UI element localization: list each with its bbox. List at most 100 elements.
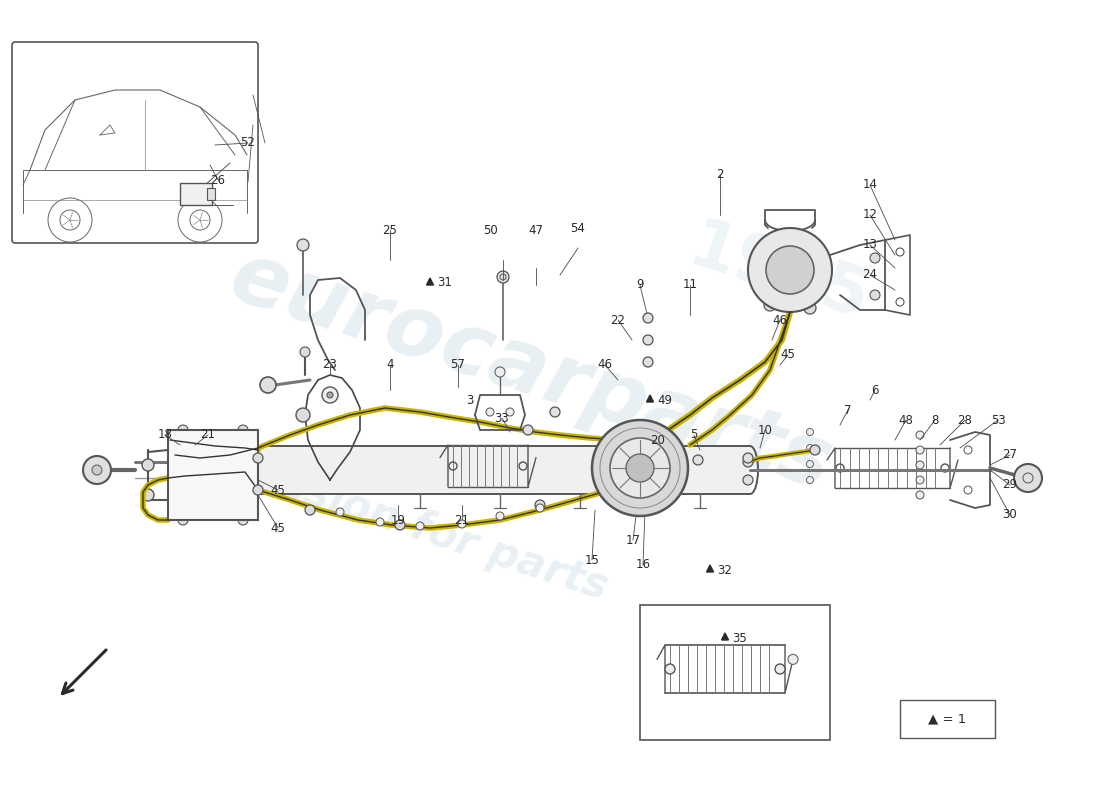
Circle shape: [300, 347, 310, 357]
Text: 4: 4: [386, 358, 394, 371]
Text: 32: 32: [717, 563, 733, 577]
Circle shape: [253, 453, 263, 463]
Circle shape: [336, 508, 344, 516]
Text: 23: 23: [322, 358, 338, 371]
Circle shape: [416, 522, 424, 530]
Circle shape: [916, 476, 924, 484]
Text: 33: 33: [495, 411, 509, 425]
Polygon shape: [706, 565, 714, 572]
Text: ▲ = 1: ▲ = 1: [928, 713, 966, 726]
Circle shape: [916, 491, 924, 499]
Circle shape: [82, 456, 111, 484]
Circle shape: [742, 475, 754, 485]
Circle shape: [178, 515, 188, 525]
Circle shape: [666, 664, 675, 674]
Circle shape: [693, 455, 703, 465]
Bar: [640, 605, 830, 740]
Circle shape: [296, 408, 310, 422]
Text: 13: 13: [862, 238, 878, 251]
Bar: [900, 700, 996, 738]
Text: 28: 28: [958, 414, 972, 426]
Circle shape: [870, 290, 880, 300]
Circle shape: [748, 228, 832, 312]
Text: 2: 2: [716, 169, 724, 182]
Text: 22: 22: [610, 314, 626, 326]
Circle shape: [238, 515, 248, 525]
Text: 12: 12: [862, 209, 878, 222]
Text: 49: 49: [658, 394, 672, 406]
Circle shape: [496, 512, 504, 520]
Text: 48: 48: [899, 414, 913, 426]
Circle shape: [742, 453, 754, 463]
Polygon shape: [427, 278, 433, 285]
Circle shape: [592, 420, 688, 516]
Circle shape: [644, 357, 653, 367]
Text: 57: 57: [451, 358, 465, 371]
Text: 24: 24: [862, 269, 878, 282]
Circle shape: [305, 505, 315, 515]
Circle shape: [804, 302, 816, 314]
Text: 31: 31: [438, 277, 452, 290]
Text: 14: 14: [862, 178, 878, 191]
Circle shape: [253, 485, 263, 495]
Circle shape: [550, 407, 560, 417]
Polygon shape: [647, 395, 653, 402]
Text: 6: 6: [871, 383, 879, 397]
Circle shape: [806, 461, 814, 467]
Circle shape: [458, 520, 466, 528]
Circle shape: [142, 489, 154, 501]
Text: a passion for parts: a passion for parts: [180, 433, 613, 609]
Text: 29: 29: [1002, 478, 1018, 491]
Bar: [168, 430, 258, 520]
Text: 9: 9: [636, 278, 644, 291]
Text: 11: 11: [682, 278, 697, 291]
Bar: [180, 183, 212, 205]
Circle shape: [322, 387, 338, 403]
Circle shape: [776, 664, 785, 674]
Circle shape: [764, 299, 776, 311]
Text: 10: 10: [758, 423, 772, 437]
Circle shape: [806, 477, 814, 483]
Text: 18: 18: [157, 429, 173, 442]
Circle shape: [766, 246, 814, 294]
FancyBboxPatch shape: [12, 42, 258, 243]
Text: 45: 45: [271, 483, 285, 497]
Circle shape: [806, 445, 814, 451]
Text: 52: 52: [241, 137, 255, 150]
Text: 54: 54: [571, 222, 585, 234]
Text: 16: 16: [636, 558, 650, 571]
Circle shape: [178, 425, 188, 435]
Text: eurocarparts: eurocarparts: [220, 235, 843, 508]
Circle shape: [92, 465, 102, 475]
Circle shape: [536, 504, 544, 512]
Circle shape: [495, 367, 505, 377]
Text: 46: 46: [597, 358, 613, 371]
Circle shape: [644, 313, 653, 323]
Circle shape: [297, 239, 309, 251]
Circle shape: [522, 425, 534, 435]
Circle shape: [1014, 464, 1042, 492]
Text: 45: 45: [781, 349, 795, 362]
Circle shape: [626, 454, 654, 482]
Polygon shape: [722, 633, 728, 640]
Circle shape: [916, 446, 924, 454]
Text: 15: 15: [584, 554, 600, 566]
Circle shape: [806, 429, 814, 435]
Circle shape: [632, 475, 644, 485]
Text: 21: 21: [454, 514, 470, 526]
Text: 8: 8: [932, 414, 938, 426]
Circle shape: [395, 520, 405, 530]
Text: 1985: 1985: [680, 214, 877, 334]
Circle shape: [742, 457, 754, 467]
Circle shape: [142, 459, 154, 471]
Circle shape: [260, 377, 276, 393]
Circle shape: [916, 431, 924, 439]
Circle shape: [644, 335, 653, 345]
Text: 45: 45: [271, 522, 285, 534]
Bar: [255, 446, 750, 494]
Text: 17: 17: [626, 534, 640, 546]
Circle shape: [327, 392, 333, 398]
Circle shape: [810, 445, 820, 455]
Circle shape: [870, 253, 880, 263]
Text: 25: 25: [383, 223, 397, 237]
